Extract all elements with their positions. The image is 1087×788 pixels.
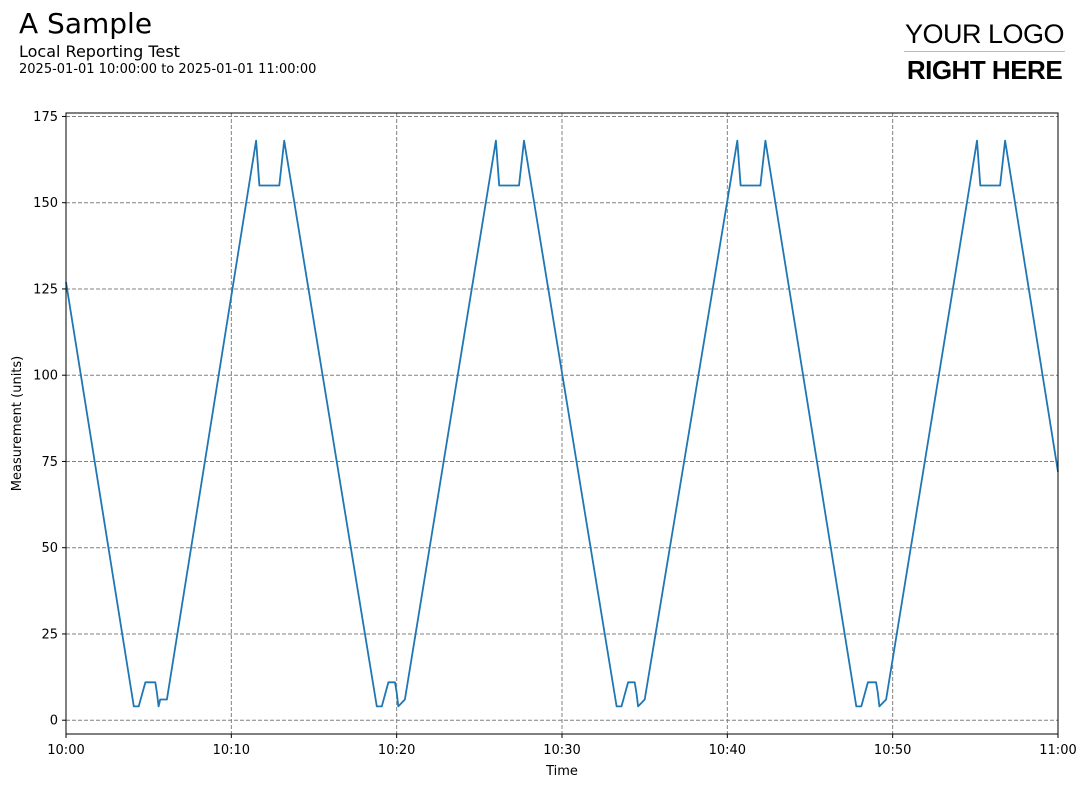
y-tick-label: 100 [33, 369, 58, 384]
x-axis-label: Time [545, 764, 578, 779]
report-subtitle: Local Reporting Test [19, 42, 180, 61]
report-title: A Sample [19, 7, 153, 40]
x-tick-label: 10:40 [709, 743, 746, 758]
gridlines [65, 113, 1059, 734]
x-tick-label: 11:00 [1039, 743, 1076, 758]
x-tick-label: 10:00 [47, 743, 84, 758]
y-tick-label: 0 [50, 714, 58, 729]
axis-ticks: 0 25 50 75 100 125 150 175 10:00 10:10 10:20 10:30 1… [33, 110, 1077, 758]
y-tick-label: 175 [33, 110, 58, 125]
logo-placeholder: YOUR LOGO RIGHT HERE [904, 18, 1065, 84]
x-tick-label: 10:50 [874, 743, 911, 758]
series-layer [65, 139, 1059, 708]
series-line [65, 139, 1059, 708]
report-header: A Sample Local Reporting Test 2025-01-01… [19, 6, 316, 78]
y-axis-label: Measurement (units) [10, 356, 25, 491]
logo-line2: RIGHT HERE [906, 55, 1063, 85]
y-tick-label: 25 [41, 627, 58, 642]
x-tick-label: 10:10 [213, 743, 250, 758]
logo-line1: YOUR LOGO [904, 19, 1065, 49]
y-tick-label: 150 [33, 196, 58, 211]
x-tick-label: 10:20 [378, 743, 415, 758]
x-tick-label: 10:30 [543, 743, 580, 758]
date-range: 2025-01-01 10:00:00 to 2025-01-01 11:00:… [19, 62, 317, 77]
y-tick-label: 125 [33, 282, 58, 297]
y-tick-label: 50 [41, 541, 58, 556]
y-tick-label: 75 [41, 455, 58, 470]
logo-divider [904, 51, 1065, 52]
